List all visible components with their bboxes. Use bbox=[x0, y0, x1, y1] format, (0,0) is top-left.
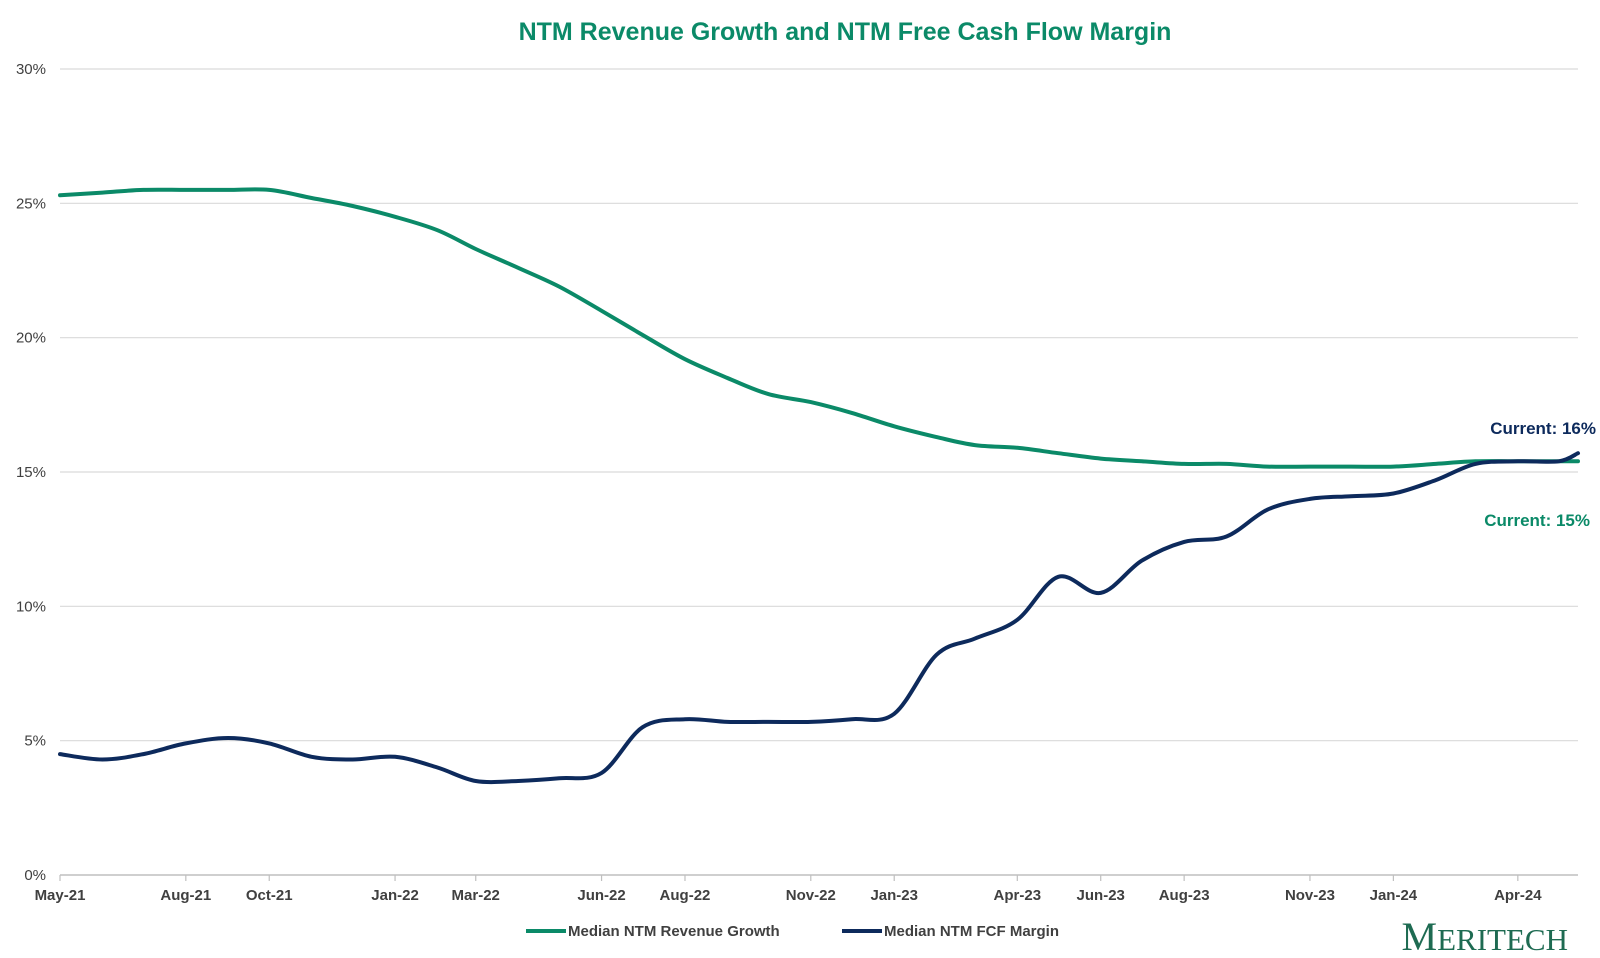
x-tick-label: Jan-23 bbox=[870, 887, 918, 904]
legend: Median NTM Revenue Growth Median NTM FCF… bbox=[526, 923, 1059, 940]
annotation-current-revenue: Current: 15% bbox=[1484, 511, 1590, 530]
series-lines bbox=[58, 187, 1580, 785]
y-tick-label: 0% bbox=[24, 867, 46, 884]
x-tick-label: Jun-22 bbox=[577, 887, 625, 904]
x-tick-label: Aug-23 bbox=[1159, 887, 1210, 904]
annotation-current-fcf: Current: 16% bbox=[1490, 419, 1596, 438]
y-tick-label: 30% bbox=[16, 61, 46, 78]
series-line-fcf-margin bbox=[58, 451, 1580, 785]
x-tick-label: Oct-21 bbox=[246, 887, 293, 904]
meritech-logo: MERITECH bbox=[1402, 914, 1568, 958]
x-tick-label: Mar-22 bbox=[452, 887, 500, 904]
x-tick-label: Jan-24 bbox=[1370, 887, 1418, 904]
series-line-revenue-growth bbox=[58, 187, 1580, 469]
y-tick-label: 20% bbox=[16, 330, 46, 347]
y-tick-label: 15% bbox=[16, 464, 46, 481]
x-tick-label: Apr-24 bbox=[1494, 887, 1542, 904]
x-tick-label: Nov-23 bbox=[1285, 887, 1335, 904]
logo-rest: ERITECH bbox=[1437, 922, 1568, 957]
legend-label-fcf-margin: Median NTM FCF Margin bbox=[884, 923, 1059, 940]
y-tick-label: 10% bbox=[16, 598, 46, 615]
y-tick-label: 5% bbox=[24, 733, 46, 750]
gridlines bbox=[60, 68, 1578, 742]
logo-initial: M bbox=[1402, 914, 1438, 958]
x-tick-label: Apr-23 bbox=[994, 887, 1042, 904]
x-tick-label: Jan-22 bbox=[371, 887, 419, 904]
x-tick-label: Nov-22 bbox=[786, 887, 836, 904]
chart-title: NTM Revenue Growth and NTM Free Cash Flo… bbox=[519, 18, 1172, 46]
y-tick-label: 25% bbox=[16, 195, 46, 212]
x-tick-label: May-21 bbox=[35, 887, 86, 904]
legend-label-revenue-growth: Median NTM Revenue Growth bbox=[568, 923, 780, 940]
x-tick-label: Jun-23 bbox=[1077, 887, 1125, 904]
x-axis: May-21 Aug-21 Oct-21 Jan-22 Mar-22 Jun-22 Aug-… bbox=[35, 874, 1578, 904]
y-axis-ticks: 0% 5% 10% 15% 20% 25% 30% bbox=[16, 61, 46, 884]
x-tick-label: Aug-22 bbox=[660, 887, 711, 904]
x-tick-label: Aug-21 bbox=[160, 887, 211, 904]
